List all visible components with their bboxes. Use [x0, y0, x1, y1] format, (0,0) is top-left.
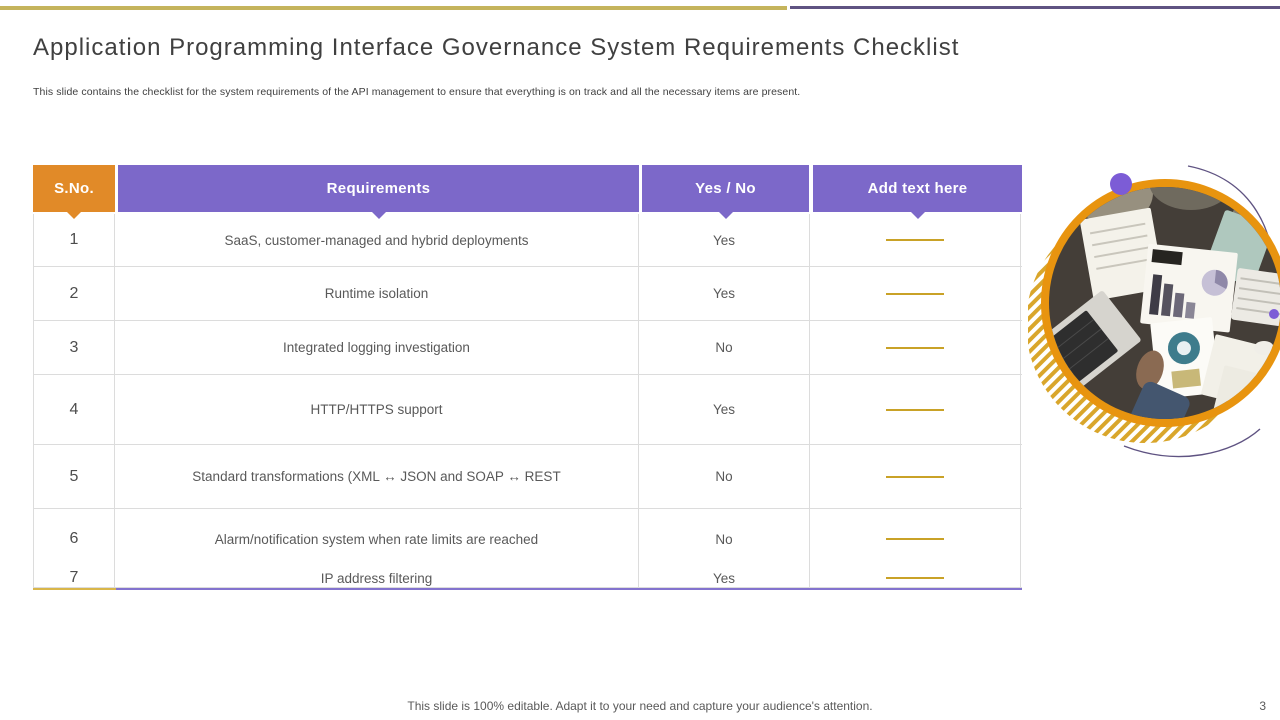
cell-add-text [810, 267, 1021, 320]
cell-sno: 2 [33, 267, 115, 320]
page-number: 3 [1259, 699, 1266, 713]
cell-add-text [810, 445, 1021, 508]
table-row: 7 IP address filtering Yes [33, 569, 1022, 588]
add-text-placeholder-line[interactable] [886, 292, 944, 295]
top-accent-line-purple [790, 6, 1280, 9]
table-header-row: S.No. Requirements Yes / No Add text her… [33, 165, 1022, 212]
orange-ring [1041, 179, 1280, 427]
cell-requirement: SaaS, customer-managed and hybrid deploy… [115, 214, 639, 266]
cell-requirement: Integrated logging investigation [115, 321, 639, 374]
cell-requirement: IP address filtering [115, 569, 639, 587]
cell-add-text [810, 214, 1021, 266]
add-text-placeholder-line[interactable] [886, 577, 944, 579]
cell-requirement: HTTP/HTTPS support [115, 375, 639, 444]
cell-sno: 6 [33, 509, 115, 569]
purple-arc-bottom [1123, 428, 1261, 458]
page-title: Application Programming Interface Govern… [33, 34, 960, 61]
table-row: 4 HTTP/HTTPS support Yes [33, 375, 1022, 445]
footer-note: This slide is 100% editable. Adapt it to… [407, 699, 873, 713]
add-text-placeholder-line[interactable] [886, 346, 944, 349]
photo-content [1049, 187, 1280, 419]
table-row: 2 Runtime isolation Yes [33, 267, 1022, 321]
cell-yes-no: No [639, 321, 810, 374]
requirements-checklist-table: S.No. Requirements Yes / No Add text her… [33, 165, 1022, 590]
cell-requirement: Alarm/notification system when rate limi… [115, 509, 639, 569]
table-bottom-border-purple [116, 588, 1022, 590]
add-text-placeholder-line[interactable] [886, 408, 944, 411]
column-header-requirements: Requirements [118, 165, 639, 212]
add-text-placeholder-line[interactable] [886, 239, 944, 241]
cell-sno: 3 [33, 321, 115, 374]
add-text-placeholder-line[interactable] [886, 538, 944, 540]
cell-yes-no: Yes [639, 214, 810, 266]
table-bottom-border-gold [33, 588, 116, 590]
cell-requirement: Standard transformations (XML ↔ JSON and… [115, 445, 639, 508]
cell-yes-no: Yes [639, 569, 810, 587]
cell-add-text [810, 321, 1021, 374]
table-row: 6 Alarm/notification system when rate li… [33, 509, 1022, 569]
add-text-placeholder-line[interactable] [886, 475, 944, 478]
cell-sno: 5 [33, 445, 115, 508]
table-row: 3 Integrated logging investigation No [33, 321, 1022, 375]
table-bottom-border [33, 588, 1022, 590]
cell-yes-no: No [639, 509, 810, 569]
cell-sno: 4 [33, 375, 115, 444]
purple-dot-large [1110, 173, 1132, 195]
column-header-sno: S.No. [33, 165, 115, 212]
top-accent-line-gold [0, 6, 787, 10]
cell-yes-no: Yes [639, 267, 810, 320]
slide-subtitle: This slide contains the checklist for th… [33, 86, 801, 98]
team-desk-photo-graphic [1026, 165, 1280, 458]
cell-add-text [810, 509, 1021, 569]
cell-sno: 1 [33, 214, 115, 266]
cell-sno: 7 [33, 569, 115, 587]
team-desk-photo [1026, 158, 1280, 460]
purple-dot-small [1269, 309, 1279, 319]
cell-yes-no: No [639, 445, 810, 508]
column-header-yes-no: Yes / No [642, 165, 809, 212]
cell-requirement: Runtime isolation [115, 267, 639, 320]
cell-yes-no: Yes [639, 375, 810, 444]
table-row: 5 Standard transformations (XML ↔ JSON a… [33, 445, 1022, 509]
cell-add-text [810, 375, 1021, 444]
table-row: 1 SaaS, customer-managed and hybrid depl… [33, 214, 1022, 267]
cell-add-text [810, 569, 1021, 587]
column-header-add-text: Add text here [813, 165, 1022, 212]
